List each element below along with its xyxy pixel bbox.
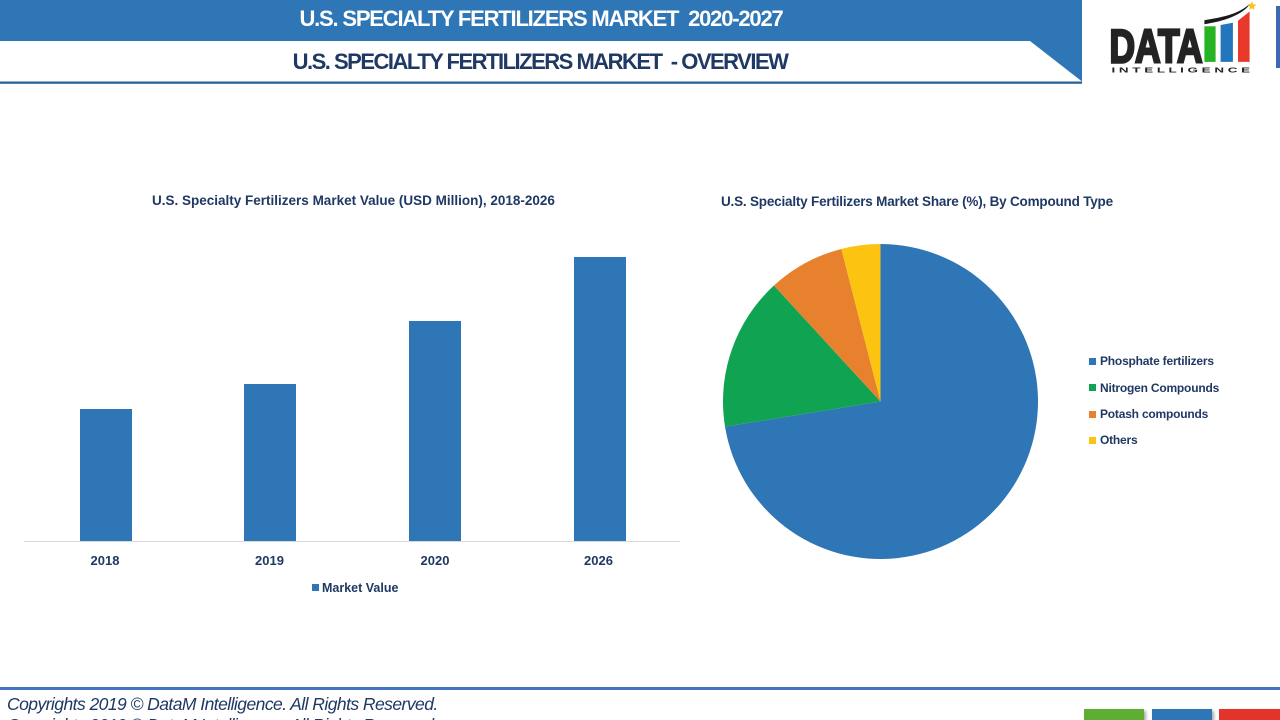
svg-text:I N T E L L I G E N C E: I N T E L L I G E N C E <box>1112 65 1251 74</box>
svg-text:DATA: DATA <box>1110 19 1203 72</box>
